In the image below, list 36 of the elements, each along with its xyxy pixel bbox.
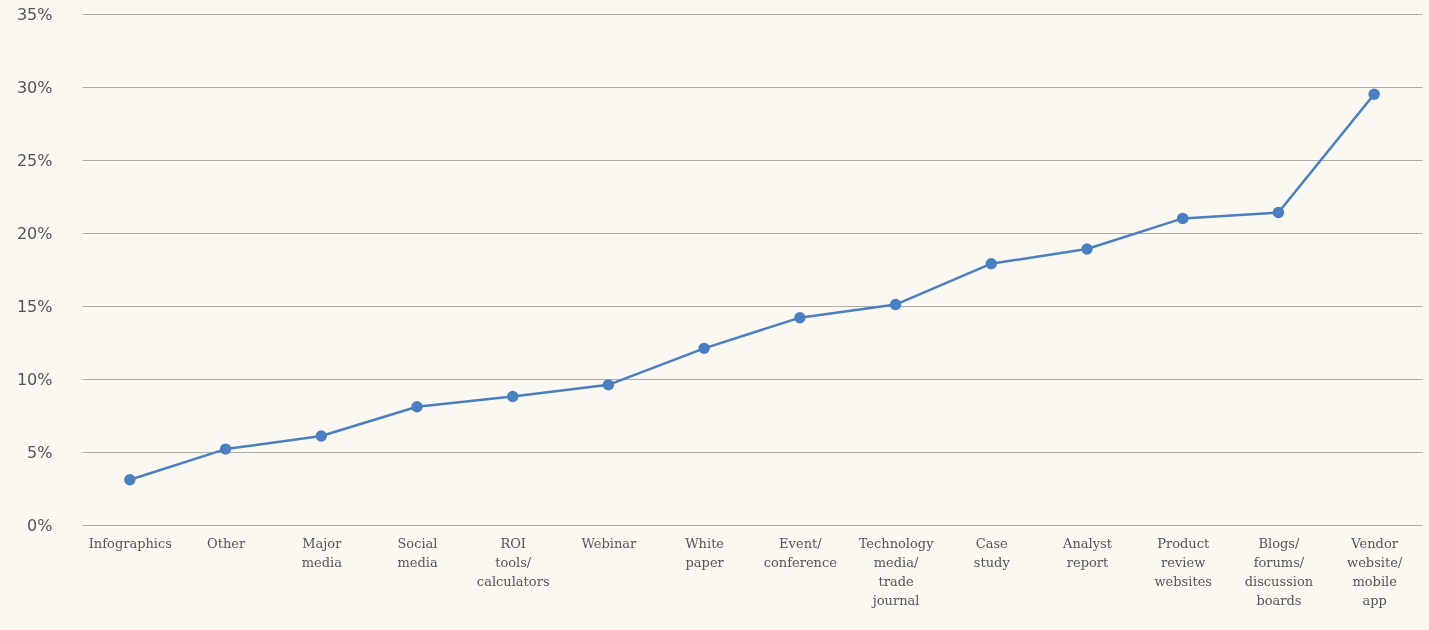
point [1272,206,1285,219]
point [1368,88,1380,100]
point [219,443,232,455]
point [411,401,423,413]
point [315,430,327,442]
y-tick-label: 15% [16,296,53,316]
point [794,311,806,324]
x-tick-label: Product review websites [1154,535,1212,589]
y-tick-label: 35% [16,4,53,24]
x-tick-label: Event/ conference [763,535,838,570]
y-tick-label: 30% [16,77,53,97]
x-tick-label: ROI tools/ calculators [476,535,550,589]
point [889,298,902,311]
point [1177,212,1189,225]
y-tick-label: 10% [16,369,53,389]
y-tick-label: 0% [27,515,53,535]
point [602,379,615,391]
y-tick-label: 25% [16,150,53,170]
x-tick-label: Analyst report [1062,535,1113,570]
x-tick-label: Infographics [88,535,172,551]
x-tick-label: Blogs/ forums/ discussion boards [1244,535,1314,608]
y-tick-label: 20% [16,223,53,243]
point [507,390,519,403]
y-tick-label: 5% [27,442,53,462]
x-tick-label: Other [206,535,246,551]
point [698,342,710,355]
point [1081,243,1093,255]
x-tick-label: White paper [685,535,725,570]
x-tick-label: Social media [397,535,438,570]
x-tick-label: Technology media/ trade journal [858,535,935,608]
point [985,257,997,270]
x-tick-label: Webinar [581,535,638,551]
x-tick-label: Major media [301,535,343,570]
x-tick-label: Case study [973,535,1011,570]
point [124,474,136,486]
x-tick-label: Vendor website/ mobile app [1347,535,1403,608]
